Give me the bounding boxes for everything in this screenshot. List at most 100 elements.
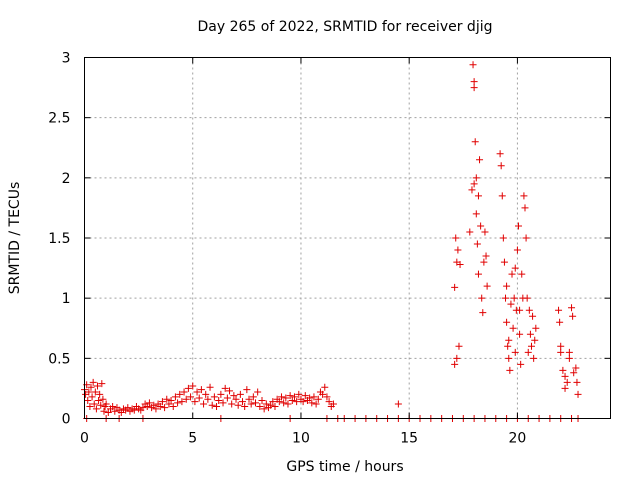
data-point xyxy=(569,312,577,320)
data-point xyxy=(150,401,158,409)
data-point xyxy=(470,78,478,86)
data-point xyxy=(221,384,229,392)
data-point xyxy=(470,84,478,92)
data-point xyxy=(515,222,523,230)
y-tick-label: 1 xyxy=(62,291,71,307)
data-point xyxy=(481,228,489,236)
data-point xyxy=(89,378,97,386)
data-point xyxy=(260,405,268,413)
data-point xyxy=(325,398,333,406)
data-point xyxy=(455,342,463,350)
data-point xyxy=(511,264,519,272)
data-point xyxy=(208,401,216,409)
data-point xyxy=(232,395,240,403)
data-point xyxy=(102,400,110,408)
data-point xyxy=(525,306,533,314)
data-point xyxy=(312,400,320,408)
data-point xyxy=(174,399,182,407)
data-point xyxy=(522,234,530,242)
data-point xyxy=(526,330,534,338)
data-point xyxy=(573,378,581,386)
data-point xyxy=(557,348,565,356)
data-point xyxy=(511,348,519,356)
data-point xyxy=(532,324,540,332)
data-point xyxy=(182,395,190,403)
data-point xyxy=(252,399,260,407)
data-point xyxy=(480,258,488,266)
data-point xyxy=(195,394,203,402)
x-tick-label: 20 xyxy=(509,431,527,447)
data-point xyxy=(456,260,464,268)
data-point xyxy=(483,282,491,290)
data-point xyxy=(241,402,249,410)
data-point xyxy=(508,270,516,278)
data-point xyxy=(499,234,507,242)
data-point xyxy=(189,382,197,390)
y-tick-label: 2.5 xyxy=(48,111,70,127)
data-point xyxy=(269,398,277,406)
data-point xyxy=(557,342,565,350)
data-point xyxy=(215,396,223,404)
data-point xyxy=(472,174,480,182)
data-point xyxy=(479,309,487,317)
data-point xyxy=(206,383,214,391)
data-point xyxy=(510,294,518,302)
data-point xyxy=(243,386,251,394)
data-point xyxy=(262,400,270,408)
data-point xyxy=(559,366,567,374)
data-point xyxy=(478,294,486,302)
data-point xyxy=(482,252,490,260)
data-point xyxy=(521,204,529,212)
x-tick-label: 15 xyxy=(400,431,418,447)
data-point xyxy=(555,306,563,314)
data-point xyxy=(204,395,212,403)
data-point xyxy=(561,372,569,380)
data-point xyxy=(92,405,100,413)
chart-title: Day 265 of 2022, SRMTID for receiver dji… xyxy=(198,19,493,35)
data-point xyxy=(239,398,247,406)
data-point xyxy=(472,210,480,218)
data-point xyxy=(503,282,511,290)
data-point xyxy=(202,390,210,398)
y-tick-label: 0 xyxy=(62,412,71,428)
data-point xyxy=(563,378,571,386)
data-point xyxy=(139,404,147,412)
data-point xyxy=(531,336,539,344)
data-point xyxy=(301,392,309,400)
data-point xyxy=(477,222,485,230)
data-point xyxy=(466,228,474,236)
data-point xyxy=(193,388,201,396)
data-point xyxy=(561,384,569,392)
data-point xyxy=(228,400,236,408)
x-tick-label: 5 xyxy=(188,431,197,447)
data-point xyxy=(524,348,532,356)
data-point xyxy=(503,318,511,326)
data-point xyxy=(271,402,279,410)
data-point xyxy=(223,394,231,402)
data-point xyxy=(565,354,573,362)
data-point xyxy=(288,396,296,404)
data-point xyxy=(217,390,225,398)
data-point xyxy=(96,390,104,398)
data-point xyxy=(574,390,582,398)
data-point xyxy=(473,240,481,248)
y-tick-label: 0.5 xyxy=(48,351,70,367)
data-point xyxy=(471,138,479,146)
data-point xyxy=(88,393,96,401)
data-point xyxy=(95,396,103,404)
data-point xyxy=(267,401,275,409)
data-point xyxy=(299,398,307,406)
data-point xyxy=(502,294,510,302)
data-point xyxy=(321,383,329,391)
data-point xyxy=(518,270,526,278)
data-point xyxy=(200,400,208,408)
grid xyxy=(84,57,611,419)
data-point xyxy=(184,384,192,392)
data-point xyxy=(254,388,262,396)
data-point xyxy=(286,392,294,400)
data-point xyxy=(236,390,244,398)
data-point xyxy=(249,393,257,401)
x-tick-label: 0 xyxy=(80,431,89,447)
data-point xyxy=(178,398,186,406)
data-point xyxy=(85,388,93,396)
